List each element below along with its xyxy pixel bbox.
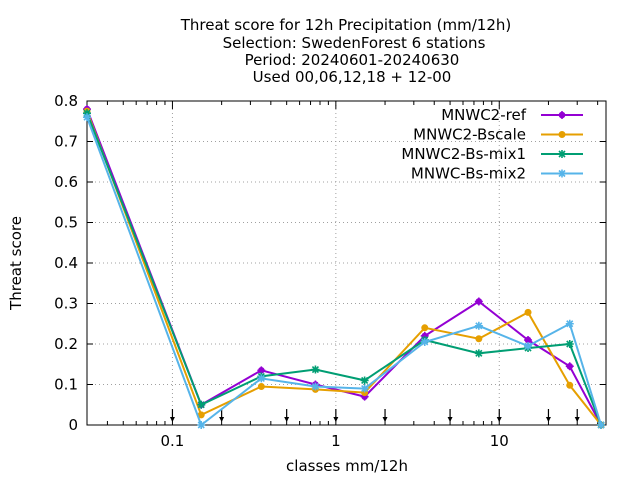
class-arrow-head xyxy=(574,417,580,422)
legend-entry-2: MNWC2-Bs-mix1 xyxy=(401,145,583,163)
x-axis-label: classes mm/12h xyxy=(286,457,408,475)
axes xyxy=(86,100,607,426)
y-tick-label: 0 xyxy=(68,416,78,434)
tick-labels: 0 0.1 0.2 0.3 0.4 0.5 0.6 0.7 0.8 0.1 1 10 xyxy=(54,92,509,450)
y-tick-label: 0.1 xyxy=(54,376,78,394)
data-point xyxy=(421,324,429,332)
class-arrow-head xyxy=(333,417,339,422)
legend-marker-core xyxy=(560,152,564,156)
data-point-core xyxy=(567,321,572,326)
data-point xyxy=(197,411,205,419)
title-line-2: Selection: SwedenForest 6 stations xyxy=(223,34,486,52)
series-lines xyxy=(83,105,606,429)
class-arrow-head xyxy=(169,417,175,422)
legend-marker-cross xyxy=(558,111,566,119)
class-arrow-head xyxy=(545,417,551,422)
y-tick-label: 0.6 xyxy=(54,173,78,191)
legend-entry-0: MNWC2-ref xyxy=(441,106,583,124)
legend-label: MNWC2-Bs-mix1 xyxy=(401,145,526,163)
data-point-cross xyxy=(474,297,483,306)
chart-title: Threat score for 12h Precipitation (mm/1… xyxy=(180,16,512,86)
legend-marker-core xyxy=(560,171,564,176)
class-arrow-head xyxy=(219,417,225,422)
x-tick-label: 10 xyxy=(490,432,509,450)
data-point-core xyxy=(476,351,481,356)
title-line-3: Period: 20240601-20240630 xyxy=(245,51,460,69)
data-point-core xyxy=(599,423,604,427)
data-point-core xyxy=(526,344,531,349)
y-axis-label: Threat score xyxy=(7,216,25,311)
grid xyxy=(87,101,606,425)
y-tick-label: 0.7 xyxy=(54,133,78,151)
series-line xyxy=(86,116,603,427)
class-arrow-head xyxy=(447,417,453,422)
legend-label: MNWC-Bs-mix2 xyxy=(411,165,526,183)
class-arrow-head xyxy=(496,417,502,422)
data-point-core xyxy=(567,342,572,346)
data-point-core xyxy=(199,423,204,427)
class-arrow-head xyxy=(382,417,388,422)
title-line-4: Used 00,06,12,18 + 12-00 xyxy=(253,68,452,86)
legend-marker xyxy=(558,131,566,138)
data-point-core xyxy=(362,378,367,383)
y-tick-label: 0.2 xyxy=(54,335,78,353)
data-point xyxy=(524,308,532,316)
y-tick-label: 0.4 xyxy=(54,254,78,272)
data-point xyxy=(566,381,574,389)
data-point-cross xyxy=(565,362,574,371)
data-point-core xyxy=(85,115,89,120)
data-point xyxy=(257,383,265,391)
legend-label: MNWC2-ref xyxy=(441,106,526,124)
series-3 xyxy=(83,113,606,429)
legend-entry-1: MNWC2-Bscale xyxy=(413,126,583,144)
legend-entry-3: MNWC-Bs-mix2 xyxy=(411,165,583,183)
x-tick-label: 1 xyxy=(331,432,341,450)
data-point-core xyxy=(362,386,367,391)
y-tick-label: 0.8 xyxy=(54,92,78,110)
legend-label: MNWC2-Bscale xyxy=(413,126,526,144)
data-point xyxy=(475,335,483,343)
data-point-core xyxy=(313,367,318,372)
data-point-core xyxy=(476,323,481,328)
series-line xyxy=(86,112,603,426)
y-tick-label: 0.3 xyxy=(54,295,78,313)
x-tick-label: 0.1 xyxy=(161,432,185,450)
class-arrows xyxy=(169,409,580,422)
class-arrow-head xyxy=(284,417,290,422)
data-point-core xyxy=(422,339,427,344)
data-point-core xyxy=(199,402,204,407)
data-point-core xyxy=(313,384,318,389)
data-point-core xyxy=(259,376,264,381)
data-point-core xyxy=(85,111,89,116)
y-tick-label: 0.5 xyxy=(54,214,78,232)
title-line-1: Threat score for 12h Precipitation (mm/1… xyxy=(180,16,512,34)
